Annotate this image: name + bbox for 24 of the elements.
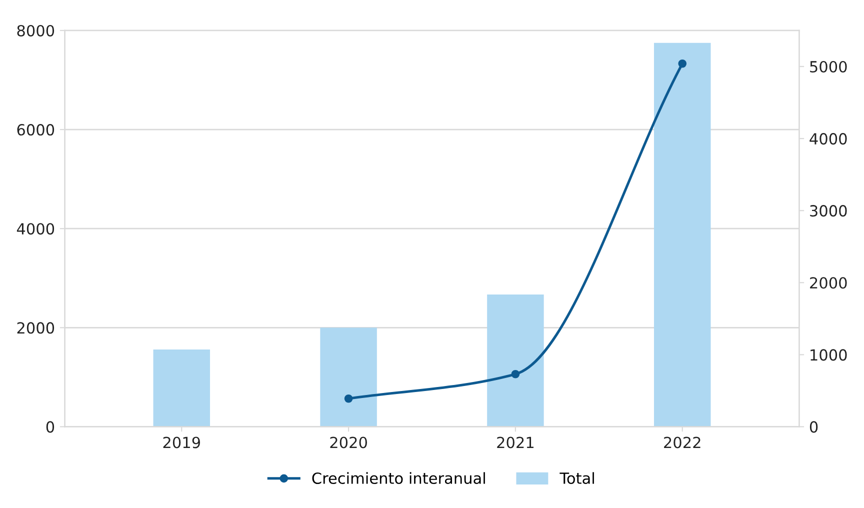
x-tick-label: 2020 [330, 436, 367, 448]
y2-tick-label: 1000 [810, 349, 847, 361]
point [511, 370, 520, 378]
y2-tick-label: 4000 [810, 133, 847, 145]
x-tick-label: 2021 [497, 436, 534, 448]
y-tick-label: 4000 [16, 223, 54, 235]
x-tick-label: 2022 [664, 436, 700, 448]
y-tick-label: 8000 [17, 24, 54, 36]
y-tick-label: 0 [46, 421, 54, 433]
legend-label: Crecimiento interanual [312, 472, 485, 484]
legend-label: Total [560, 472, 594, 484]
bar [487, 294, 544, 427]
y2-tick-label: 5000 [810, 60, 847, 73]
y2-tick-label: 2000 [810, 277, 847, 289]
point [344, 394, 353, 403]
y2-tick-label: 0 [810, 421, 818, 433]
bar [320, 328, 377, 427]
y-tick-label: 2000 [17, 322, 54, 334]
y2-tick-label: 3000 [810, 205, 847, 217]
point [678, 59, 687, 68]
x-tick-label: 2019 [163, 436, 200, 448]
y-tick-label: 6000 [17, 124, 54, 136]
bar [153, 349, 210, 427]
bar [654, 42, 711, 427]
